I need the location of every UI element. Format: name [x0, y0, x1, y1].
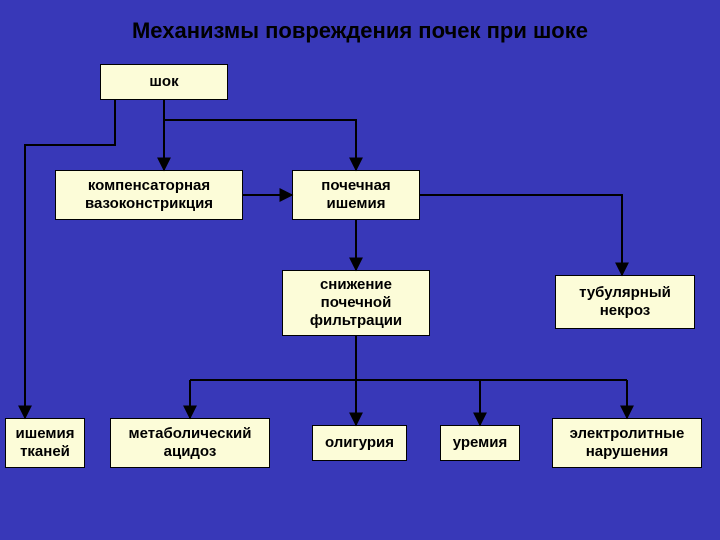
node-necrosis: тубулярныйнекроз	[555, 275, 695, 329]
edge-shock-tissue	[25, 100, 115, 418]
node-tissue: ишемиятканей	[5, 418, 85, 468]
diagram-title: Механизмы повреждения почек при шоке	[0, 18, 720, 44]
node-acidosis: метаболическийацидоз	[110, 418, 270, 468]
node-filtration: снижениепочечнойфильтрации	[282, 270, 430, 336]
node-shock: шок	[100, 64, 228, 100]
node-oliguria: олигурия	[312, 425, 407, 461]
node-vaso: компенсаторнаявазоконстрикция	[55, 170, 243, 220]
node-electro: электролитныенарушения	[552, 418, 702, 468]
edge-renal-necrosis	[420, 195, 622, 275]
node-uremia: уремия	[440, 425, 520, 461]
edge-shock-renal	[164, 120, 356, 170]
node-renal-isch: почечнаяишемия	[292, 170, 420, 220]
